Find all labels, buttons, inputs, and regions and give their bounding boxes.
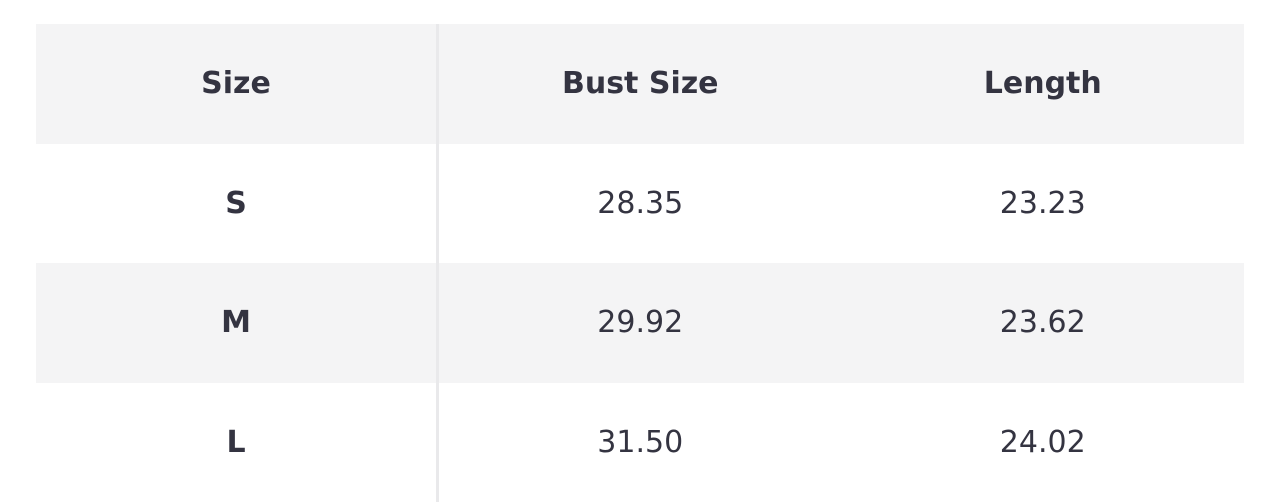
table-row: S 28.35 23.23 — [36, 144, 1244, 264]
table-row: M 29.92 23.62 — [36, 263, 1244, 383]
bust-size-cell: 29.92 — [439, 263, 842, 383]
bust-size-cell: 31.50 — [439, 383, 842, 502]
table-row: L 31.50 24.02 — [36, 383, 1244, 502]
header-size: Size — [36, 24, 439, 144]
header-bust-size: Bust Size — [439, 24, 842, 144]
size-cell: S — [36, 144, 439, 264]
table-header-row: Size Bust Size Length — [36, 24, 1244, 144]
size-cell: M — [36, 263, 439, 383]
length-cell: 23.62 — [842, 263, 1245, 383]
bust-size-cell: 28.35 — [439, 144, 842, 264]
size-cell: L — [36, 383, 439, 502]
length-cell: 23.23 — [842, 144, 1245, 264]
header-length: Length — [842, 24, 1245, 144]
size-chart-table: Size Bust Size Length S 28.35 23.23 M 29… — [36, 24, 1244, 502]
length-cell: 24.02 — [842, 383, 1245, 502]
